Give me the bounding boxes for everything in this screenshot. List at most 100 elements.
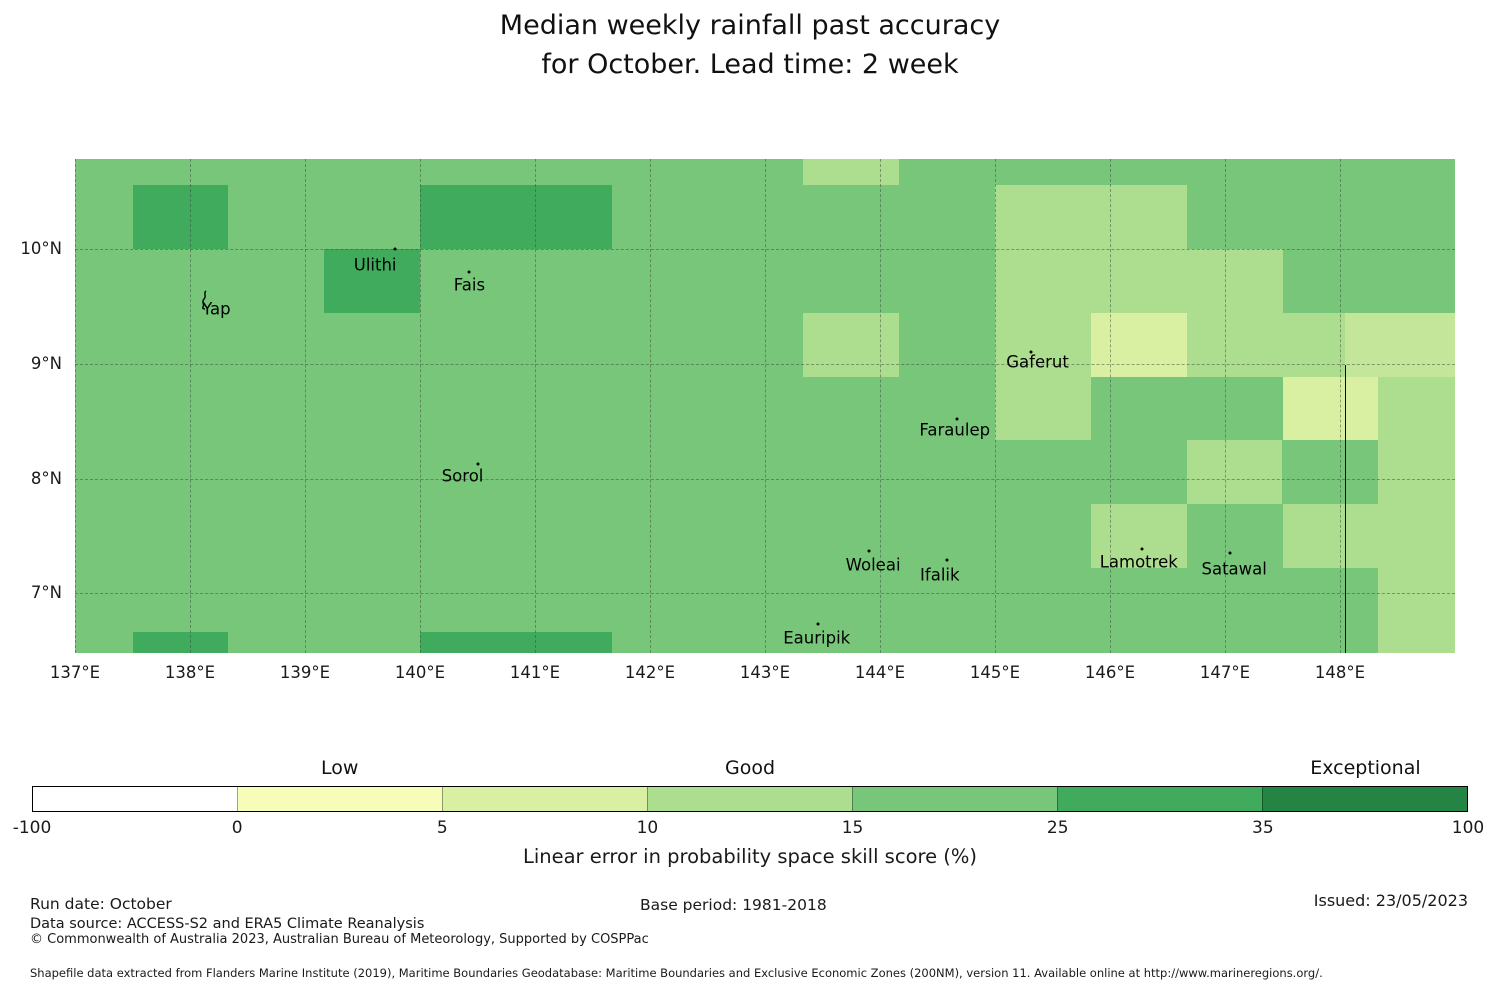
colorbar-tick-label: 25 bbox=[1046, 818, 1069, 838]
gridline-horizontal bbox=[75, 363, 1455, 365]
heatmap-cell bbox=[420, 185, 612, 249]
island-label: Woleai bbox=[845, 555, 901, 575]
heatmap-cell bbox=[1345, 312, 1455, 377]
colorbar-segment bbox=[1262, 787, 1467, 811]
y-axis-tick-label: 10°N bbox=[20, 239, 62, 258]
y-axis-tick-label: 7°N bbox=[30, 583, 62, 603]
island-dot bbox=[867, 549, 870, 553]
x-axis-tick-label: 137°E bbox=[49, 663, 101, 682]
issued-date-text: Issued: 23/05/2023 bbox=[1313, 891, 1468, 910]
heatmap-cell bbox=[1282, 376, 1379, 441]
colorbar-tick-label: -100 bbox=[12, 818, 52, 838]
map-plot-area: Yap Ulithi Fais Sorol Gaferut Faraulep Woleai I… bbox=[75, 159, 1455, 653]
heatmap-cell bbox=[132, 631, 229, 653]
gridline-horizontal bbox=[75, 249, 1455, 250]
gridline-vertical bbox=[190, 159, 191, 653]
gridline-vertical bbox=[650, 159, 651, 653]
island-label: Gaferut bbox=[1006, 352, 1069, 371]
gridline-horizontal bbox=[75, 593, 1455, 595]
colorbar-segment bbox=[237, 787, 442, 811]
heatmap-cell bbox=[132, 185, 229, 249]
x-axis-tick-label: 148°E bbox=[1314, 663, 1366, 682]
gridline-vertical bbox=[1110, 159, 1111, 653]
colorbar-segment bbox=[1057, 787, 1262, 811]
y-axis-tick-label: 8°N bbox=[30, 468, 62, 488]
island-dot bbox=[1228, 551, 1232, 555]
island-dot bbox=[945, 558, 949, 562]
colorbar bbox=[32, 786, 1468, 812]
colorbar-tick-label: 35 bbox=[1252, 818, 1274, 838]
gridline-vertical bbox=[1225, 159, 1226, 653]
x-axis-tick-label: 142°E bbox=[624, 663, 676, 682]
heatmap-cell bbox=[1186, 312, 1345, 377]
copyright-text: © Commonwealth of Australia 2023, Austra… bbox=[30, 932, 649, 947]
heatmap-cell bbox=[803, 159, 900, 186]
heatmap-cell bbox=[1090, 504, 1187, 568]
heatmap-cell bbox=[324, 249, 420, 313]
colorbar-segment bbox=[852, 787, 1057, 811]
colorbar-tick-label: 100 bbox=[1451, 818, 1485, 838]
colorbar-segment bbox=[647, 787, 852, 811]
colorbar-region-label: Low bbox=[320, 757, 359, 779]
island-label: Faraulep bbox=[919, 420, 991, 440]
colorbar-segment bbox=[442, 787, 647, 811]
chart-title-line2: for October. Lead time: 2 week bbox=[541, 49, 959, 80]
island-dot bbox=[955, 417, 959, 421]
x-axis-tick-label: 140°E bbox=[394, 663, 446, 682]
x-axis-tick-label: 138°E bbox=[164, 663, 216, 682]
island-dot bbox=[1140, 547, 1144, 551]
gridline-vertical bbox=[75, 159, 76, 653]
heatmap-cell bbox=[803, 312, 900, 377]
run-date-text: Run date: October bbox=[30, 895, 172, 913]
colorbar-axis-label: Linear error in probability space skill … bbox=[522, 845, 978, 868]
island-label: Fais bbox=[453, 275, 486, 295]
island-dot bbox=[467, 270, 471, 274]
y-axis-tick-label: 9°N bbox=[30, 353, 62, 373]
x-axis-tick-label: 144°E bbox=[854, 663, 906, 682]
heatmap-cell bbox=[1378, 567, 1455, 653]
colorbar-tick-label: 15 bbox=[841, 818, 864, 838]
heatmap-cell bbox=[995, 249, 1283, 313]
island-label: Ulithi bbox=[353, 255, 397, 275]
gridline-vertical bbox=[1340, 159, 1341, 653]
colorbar-region-label: Good bbox=[724, 757, 776, 779]
colorbar-tick-label: 0 bbox=[231, 818, 243, 838]
yap-island-outline-icon bbox=[199, 289, 211, 310]
island-label: Lamotrek bbox=[1099, 552, 1178, 572]
gridline-vertical bbox=[420, 159, 421, 653]
island-dot bbox=[816, 622, 820, 626]
base-period-text: Base period: 1981-2018 bbox=[640, 896, 827, 914]
x-axis-tick-label: 141°E bbox=[509, 663, 561, 682]
x-axis-tick-label: 145°E bbox=[969, 663, 1021, 682]
colorbar-region-label: Exceptional bbox=[1310, 757, 1421, 779]
eez-boundary-line bbox=[1345, 364, 1346, 653]
heatmap-cell bbox=[995, 376, 1091, 441]
island-dot bbox=[1029, 350, 1033, 354]
gridline-horizontal bbox=[75, 478, 1455, 480]
heatmap-cell bbox=[995, 312, 1091, 377]
gridline-vertical bbox=[880, 159, 881, 653]
heatmap-cell bbox=[1378, 376, 1455, 441]
island-label: Ifalik bbox=[920, 565, 960, 585]
island-label: Yap bbox=[202, 299, 231, 319]
heatmap-cell bbox=[1378, 440, 1455, 505]
heatmap-cell bbox=[1186, 440, 1283, 505]
heatmap-cell bbox=[1282, 504, 1455, 568]
colorbar-tick-label: 5 bbox=[436, 818, 448, 838]
chart-title-line1: Median weekly rainfall past accuracy bbox=[499, 10, 1001, 41]
island-dot bbox=[476, 462, 479, 466]
gridline-vertical bbox=[305, 159, 306, 653]
x-axis-tick-label: 147°E bbox=[1199, 663, 1251, 682]
x-axis-tick-label: 139°E bbox=[279, 663, 331, 682]
chart-title: Median weekly rainfall past accuracy for… bbox=[0, 6, 1500, 84]
heatmap-cell bbox=[1090, 312, 1187, 377]
island-label: Satawal bbox=[1201, 559, 1267, 579]
gridline-vertical bbox=[535, 159, 536, 653]
data-source-text: Data source: ACCESS-S2 and ERA5 Climate … bbox=[30, 916, 425, 932]
island-label: Sorol bbox=[441, 466, 484, 486]
island-label: Eauripik bbox=[783, 628, 851, 648]
shapefile-attribution-text: Shapefile data extracted from Flanders M… bbox=[30, 966, 1323, 980]
colorbar-tick-label: 10 bbox=[636, 818, 659, 838]
gridline-vertical bbox=[765, 159, 766, 653]
